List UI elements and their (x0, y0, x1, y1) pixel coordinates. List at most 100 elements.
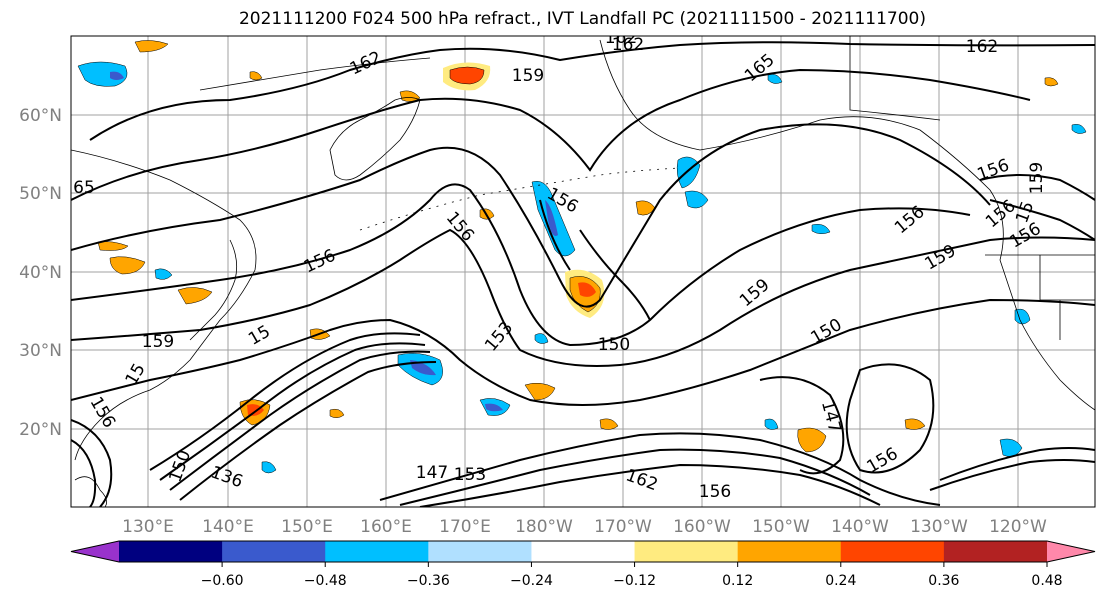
graticule (71, 36, 1095, 507)
shade-patch (109, 256, 146, 275)
coastline-siberia (199, 57, 431, 91)
colorbar-extend-high (1047, 541, 1095, 562)
shade-patch (399, 90, 421, 102)
contour-line (379, 432, 941, 506)
shade-patch (545, 200, 558, 236)
coastlines (71, 36, 1095, 507)
shade-patch (154, 268, 173, 280)
shade-patch (1071, 124, 1087, 134)
shade-patch (410, 360, 436, 376)
shade-patch (77, 61, 128, 87)
colorbar-segment (222, 541, 326, 562)
colorbar-tick-label: 0.24 (825, 573, 856, 589)
colorbar-tick-label: −0.60 (201, 573, 244, 589)
latitude-label: 40°N (19, 263, 62, 283)
coastline-na-west (999, 259, 1095, 411)
contour-line (71, 419, 113, 507)
contour-label: 159 (142, 332, 174, 352)
shade-patch (1014, 308, 1031, 325)
longitude-label: 140°W (831, 517, 889, 537)
shade-patch (767, 74, 783, 84)
latitude-label: 30°N (19, 341, 62, 361)
contour-line (399, 448, 871, 506)
shade-patch (1044, 77, 1059, 87)
shade-patch (534, 333, 549, 344)
shade-patch (797, 427, 827, 453)
contour-line (179, 361, 437, 501)
coastline-kamchatka (329, 97, 421, 181)
longitude-label: 130°W (910, 517, 968, 537)
longitude-label: 170°W (594, 517, 652, 537)
contour-line (149, 332, 421, 471)
longitude-label: 160°W (673, 517, 731, 537)
contour-line (939, 447, 1095, 481)
colorbar-tick-label: −0.12 (613, 573, 656, 589)
shade-patch (684, 190, 709, 209)
contour-line (71, 298, 1095, 406)
colorbar-tick-label: 0.12 (722, 573, 753, 589)
contour-line (71, 439, 97, 507)
latitude-label: 50°N (19, 184, 62, 204)
longitude-label: 180°W (515, 517, 573, 537)
shade-patch (329, 408, 345, 418)
contour-line (989, 199, 1095, 241)
colorbar-segment (531, 541, 636, 562)
longitude-label: 140°E (202, 517, 254, 537)
colorbar-segment (840, 541, 945, 562)
border-states (1039, 255, 1095, 340)
colorbar-segment (737, 541, 842, 562)
longitude-label: 120°W (989, 517, 1047, 537)
contour-line (845, 363, 935, 474)
longitude-label: 160°E (360, 517, 412, 537)
longitude-label: 150°W (752, 517, 810, 537)
shade-patch (110, 71, 124, 80)
shade-patch (764, 418, 779, 430)
aleutians (359, 167, 681, 231)
shade-patch (599, 418, 619, 430)
colorbar-tick-label: −0.36 (407, 573, 450, 589)
colorbar-segment (634, 541, 739, 562)
latitude-label: 20°N (19, 420, 62, 440)
colorbar-tick-label: −0.24 (510, 573, 553, 589)
contour-line (169, 350, 431, 491)
contour-line (71, 123, 991, 308)
shade-patch (177, 287, 213, 305)
colorbar-tick-label: 0.48 (1031, 573, 1062, 589)
contour-line (159, 342, 426, 481)
coastline-japan (189, 239, 238, 341)
border-alaska-canada (849, 36, 941, 121)
contour-line (759, 376, 845, 475)
shaded-patches (77, 40, 1087, 474)
longitude-label: 150°E (281, 517, 333, 537)
colorbar-outline (70, 540, 1096, 563)
colorbar-segment (943, 541, 1048, 562)
colorbar-segment (428, 541, 532, 562)
shade-patch (449, 66, 485, 85)
contour-line (71, 228, 1095, 367)
contour-line (539, 199, 571, 271)
contour-label: 65 (73, 178, 95, 198)
contour-line (419, 463, 881, 507)
shade-patch (261, 461, 277, 474)
shade-patch (578, 282, 596, 297)
contour-label: 162 (605, 28, 637, 48)
shade-patch (524, 382, 556, 401)
shade-patch (811, 224, 831, 234)
colorbar-segment (119, 541, 223, 562)
contour-label: 159 (1027, 162, 1047, 194)
contour-line (929, 459, 1095, 491)
latitude-label: 60°N (19, 106, 62, 126)
coastline-philippines (74, 476, 108, 507)
contour-label: 162 (612, 35, 644, 55)
colorbar-extend-low (71, 541, 119, 562)
shade-patch (999, 438, 1023, 457)
contour-line (71, 183, 971, 347)
refractivity-contours (71, 41, 1095, 507)
contour-label: 162 (966, 37, 998, 57)
longitude-labels: 130°E 140°E 150°E 160°E 170°E 180°W 170°W 160°W… (122, 517, 1047, 537)
contour-label: 147 (416, 463, 448, 483)
contour-label: 156 (699, 482, 731, 502)
map-title: 2021111200 F024 500 hPa refract., IVT La… (238, 9, 926, 29)
contour-label: 159 (512, 66, 544, 86)
